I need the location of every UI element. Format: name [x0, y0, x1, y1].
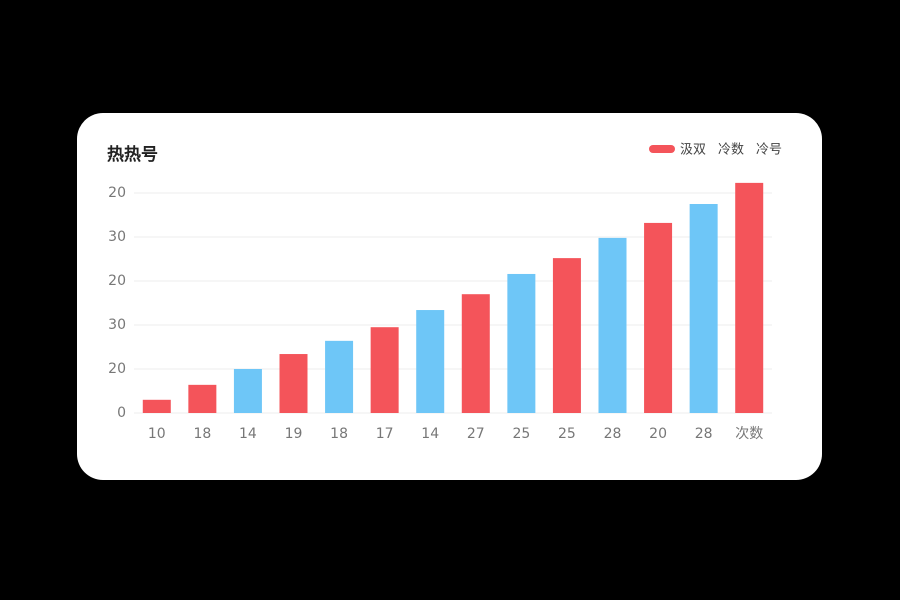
x-tick-label: 17: [376, 426, 394, 442]
x-tick-label: 20: [649, 426, 667, 442]
bar: [552, 258, 581, 413]
chart-title: 热热号: [107, 144, 158, 165]
bar: [188, 384, 217, 413]
legend-label: 汲双: [680, 143, 706, 158]
plot: 0 20 30 20 30 20 10 18 14 19 18 17 14 27 25 25 28 20 28 次数: [108, 182, 772, 442]
bar: [142, 399, 171, 413]
x-tick-label: 14: [421, 426, 439, 442]
y-tick-label: 20: [108, 273, 126, 289]
x-tick-label: 28: [604, 426, 622, 442]
card: [77, 113, 822, 480]
legend-label: 冷数: [718, 143, 744, 158]
bar: [735, 182, 764, 413]
x-tick-label: 次数: [735, 426, 763, 442]
bar: [461, 294, 490, 413]
bar: [416, 310, 445, 413]
legend-swatch: [649, 145, 675, 153]
x-tick-label: 27: [467, 426, 485, 442]
x-tick-label: 25: [512, 426, 530, 442]
bar: [689, 204, 718, 413]
y-tick-label: 20: [108, 185, 126, 201]
bar: [279, 354, 308, 413]
bar: [233, 369, 262, 413]
y-tick-label: 20: [108, 361, 126, 377]
bar: [598, 237, 627, 413]
x-tick-label: 25: [558, 426, 576, 442]
x-tick-label: 18: [330, 426, 348, 442]
x-tick-label: 14: [239, 426, 257, 442]
x-tick-label: 10: [148, 426, 166, 442]
legend-label: 冷号: [756, 143, 782, 158]
y-tick-label: 30: [108, 317, 126, 333]
bar: [644, 222, 673, 413]
bar: [370, 327, 399, 413]
y-tick-label: 0: [117, 405, 126, 421]
x-tick-label: 28: [695, 426, 713, 442]
bar: [325, 340, 354, 413]
bar: [507, 273, 536, 413]
legend: 汲双 冷数 冷号: [649, 143, 782, 158]
y-tick-label: 30: [108, 229, 126, 245]
x-tick-label: 19: [285, 426, 303, 442]
x-tick-label: 18: [193, 426, 211, 442]
